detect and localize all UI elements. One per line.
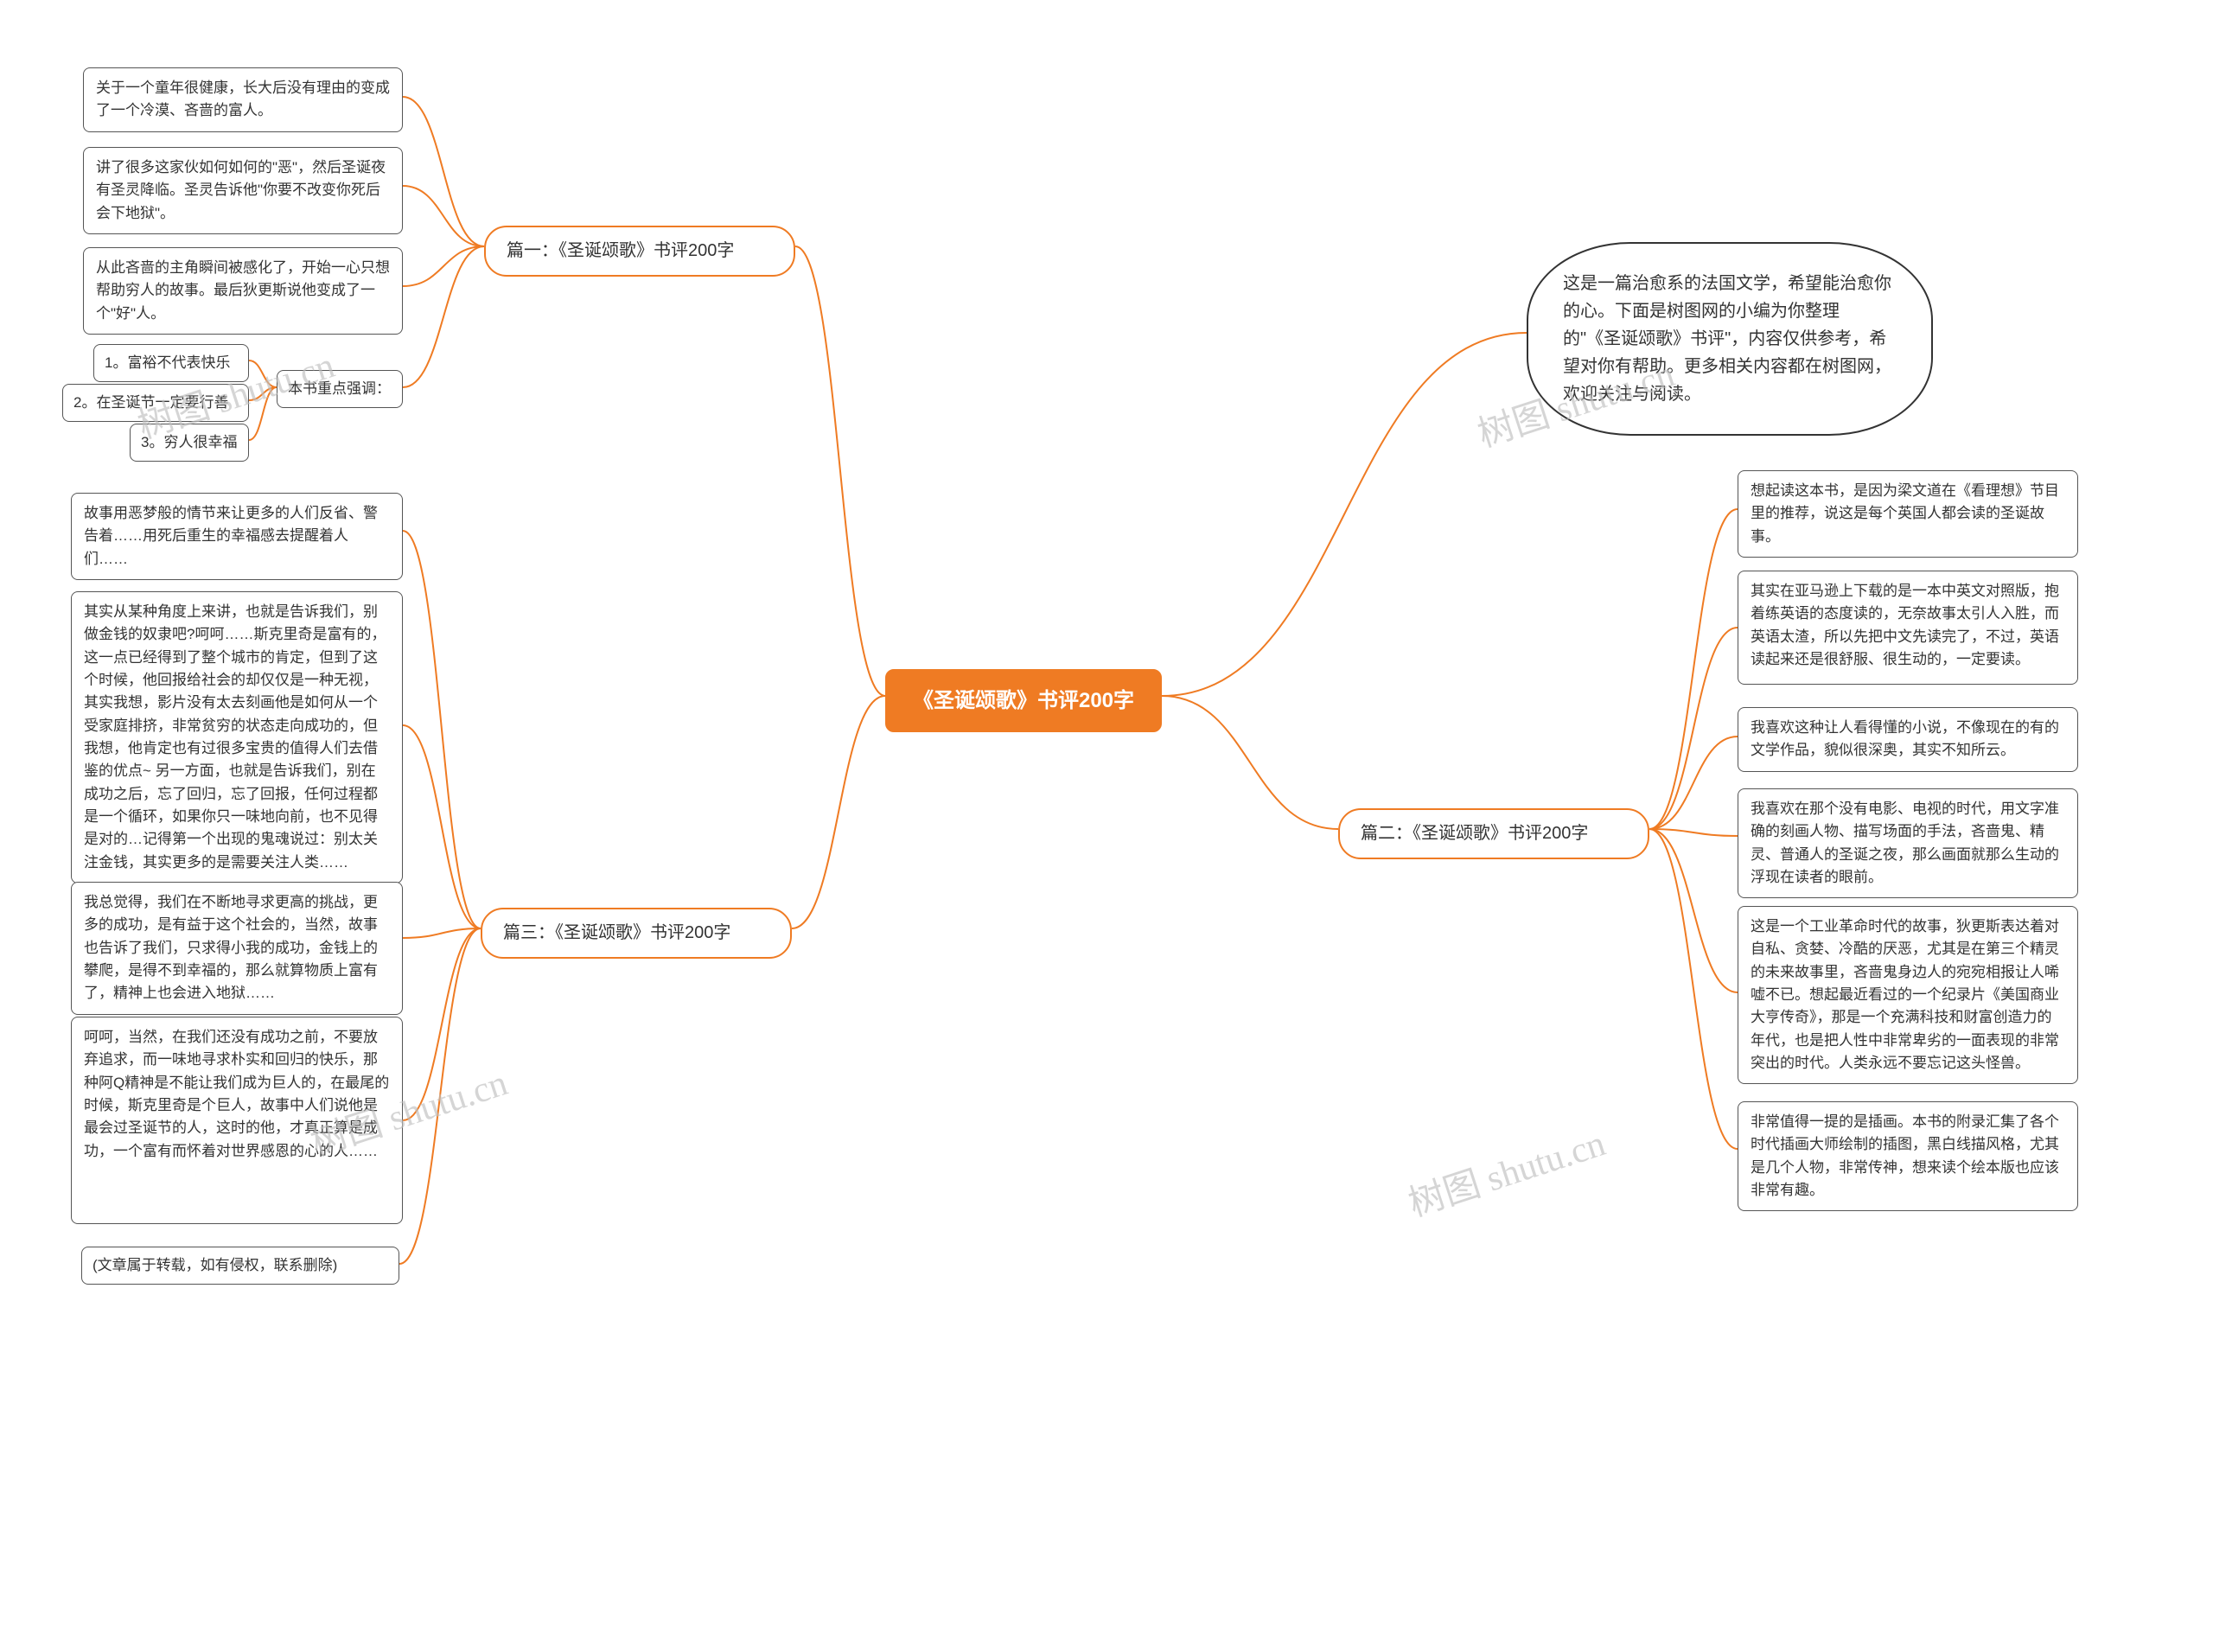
watermark: 树图 shutu.cn — [1401, 1114, 1611, 1228]
section-1: 篇一：《圣诞颂歌》书评200字 — [484, 226, 795, 277]
leaf-s3c: 我总觉得，我们在不断地寻求更高的挑战，更多的成功，是有益于这个社会的，当然，故事… — [71, 882, 403, 1015]
leaf-s2e: 这是一个工业革命时代的故事，狄更斯表达着对自私、贪婪、冷酷的厌恶，尤其是在第三个… — [1738, 906, 2078, 1084]
leaf-s2f: 非常值得一提的是插画。本书的附录汇集了各个时代插画大师绘制的插图，黑白线描风格，… — [1738, 1101, 2078, 1211]
leaf-s1d3: 3。穷人很幸福 — [130, 424, 249, 462]
leaf-s1b: 讲了很多这家伙如何如何的"恶"，然后圣诞夜有圣灵降临。圣灵告诉他"你要不改变你死… — [83, 147, 403, 234]
intro-node: 这是一篇治愈系的法国文学，希望能治愈你的心。下面是树图网的小编为你整理的"《圣诞… — [1527, 242, 1933, 436]
section-2: 篇二：《圣诞颂歌》书评200字 — [1338, 808, 1649, 859]
root-node: 《圣诞颂歌》书评200字 — [885, 669, 1162, 732]
leaf-s1a: 关于一个童年很健康，长大后没有理由的变成了一个冷漠、吝啬的富人。 — [83, 67, 403, 132]
leaf-s3e: (文章属于转载，如有侵权，联系删除) — [81, 1247, 399, 1285]
section-3: 篇三：《圣诞颂歌》书评200字 — [481, 908, 792, 959]
leaf-s2b: 其实在亚马逊上下载的是一本中英文对照版，抱着练英语的态度读的，无奈故事太引人入胜… — [1738, 571, 2078, 685]
leaf-s1c: 从此吝啬的主角瞬间被感化了，开始一心只想帮助穷人的故事。最后狄更斯说他变成了一个… — [83, 247, 403, 335]
leaf-s1d: 本书重点强调： — [277, 370, 403, 408]
leaf-s1d1: 1。富裕不代表快乐 — [93, 344, 249, 382]
leaf-s2d: 我喜欢在那个没有电影、电视的时代，用文字准确的刻画人物、描写场面的手法，吝啬鬼、… — [1738, 788, 2078, 898]
leaf-s3d: 呵呵，当然，在我们还没有成功之前，不要放弃追求，而一味地寻求朴实和回归的快乐，那… — [71, 1017, 403, 1224]
leaf-s3a: 故事用恶梦般的情节来让更多的人们反省、警告着……用死后重生的幸福感去提醒着人们…… — [71, 493, 403, 580]
leaf-s3b: 其实从某种角度上来讲，也就是告诉我们，别做金钱的奴隶吧?呵呵……斯克里奇是富有的… — [71, 591, 403, 883]
leaf-s1d2: 2。在圣诞节一定要行善 — [62, 384, 249, 422]
leaf-s2a: 想起读这本书，是因为梁文道在《看理想》节目里的推荐，说这是每个英国人都会读的圣诞… — [1738, 470, 2078, 558]
leaf-s2c: 我喜欢这种让人看得懂的小说，不像现在的有的文学作品，貌似很深奥，其实不知所云。 — [1738, 707, 2078, 772]
